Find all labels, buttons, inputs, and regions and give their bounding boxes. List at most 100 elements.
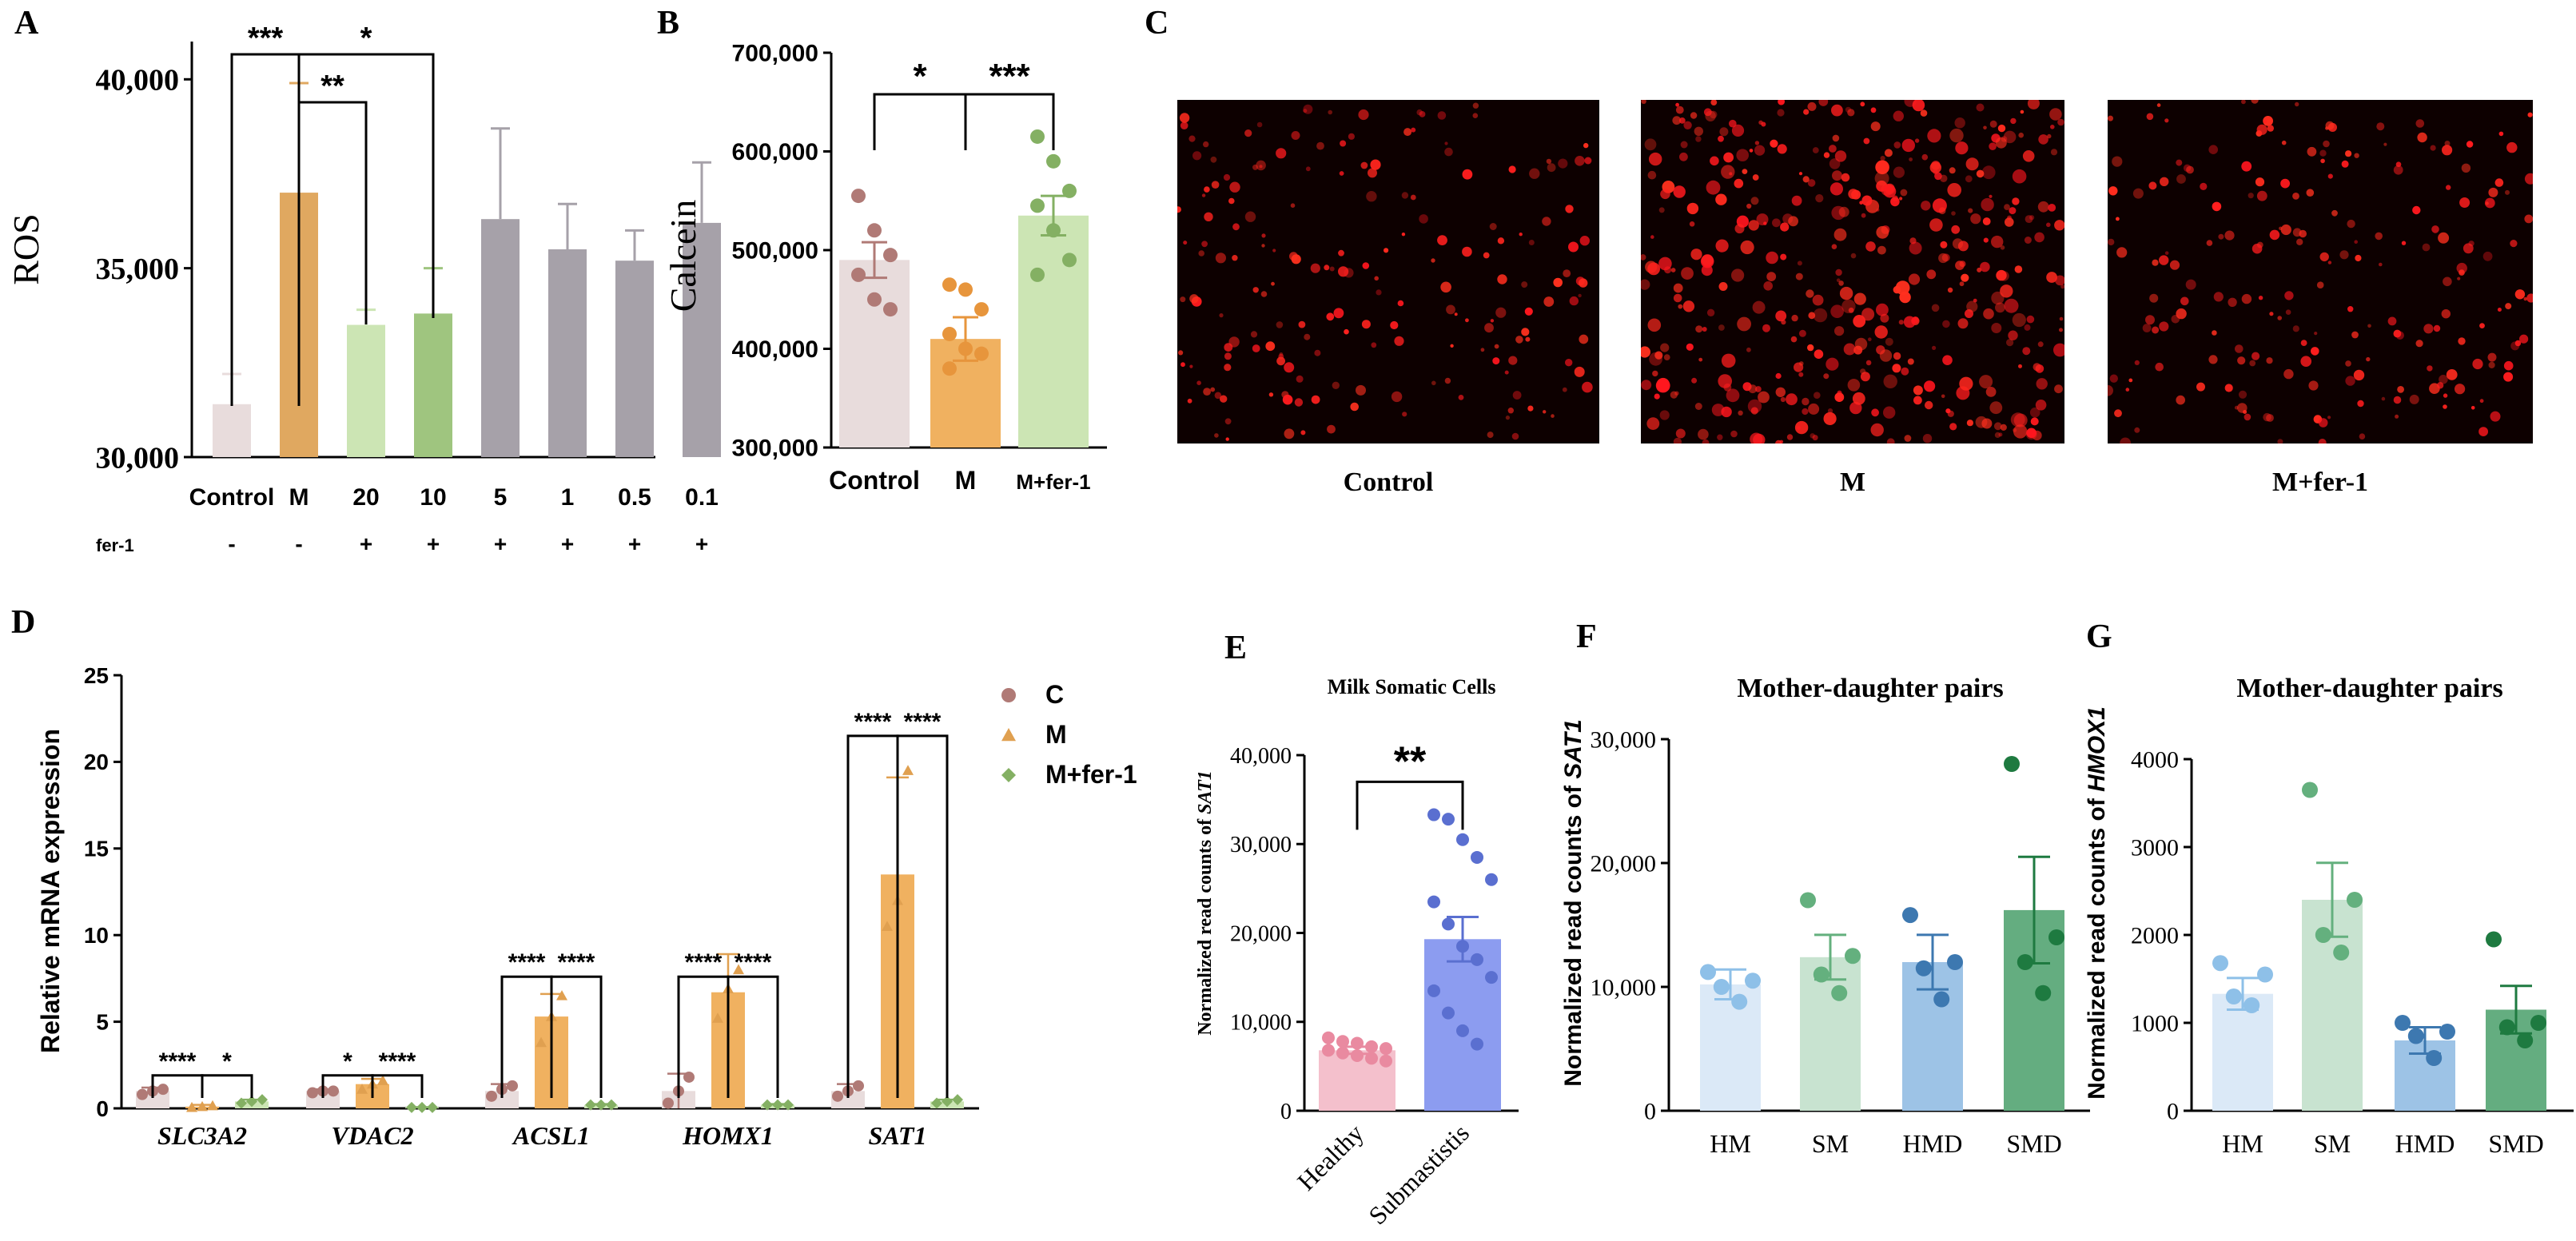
cell: [1329, 266, 1335, 272]
cell: [2526, 293, 2533, 303]
cell: [1966, 420, 1973, 427]
data-point: [307, 1087, 318, 1099]
cell: [2146, 113, 2154, 121]
cell: [1884, 149, 1893, 157]
data-point: [851, 189, 866, 204]
y-tick-label: 1000: [2131, 1011, 2179, 1037]
panel-title: Mother-daughter pairs: [1737, 674, 2003, 703]
legend-marker: [1001, 688, 1016, 702]
cell: [1189, 294, 1199, 304]
cell: [1802, 408, 1809, 416]
data-point: [486, 1090, 497, 1102]
y-tick-label: 2000: [2131, 923, 2179, 949]
cell: [1893, 352, 1901, 360]
cell: [1647, 318, 1662, 332]
cell: [1790, 336, 1798, 343]
cell: [1830, 304, 1844, 319]
data-point: [2035, 984, 2052, 1001]
data-point: [1442, 917, 1455, 931]
cell: [2401, 241, 2407, 245]
cell: [1528, 240, 1535, 245]
significance-bracket: [964, 93, 1055, 150]
cell: [1831, 104, 1843, 117]
cell: [2050, 149, 2058, 156]
cell: [2037, 341, 2044, 348]
cell: [1681, 267, 1694, 280]
cell: [1993, 422, 2002, 431]
cell: [1909, 157, 1913, 161]
cell: [1877, 245, 1886, 255]
cell: [2296, 238, 2303, 245]
cell: [2029, 215, 2035, 221]
y-tick-label: 10: [84, 923, 109, 948]
cell: [1641, 100, 1646, 104]
cell: [1344, 328, 1349, 335]
cell: [1715, 239, 1729, 253]
data-point: [246, 1096, 257, 1108]
cell: [2409, 394, 2419, 404]
cell: [1706, 308, 1715, 316]
cell: [2267, 125, 2274, 132]
cell: [1660, 189, 1670, 200]
cell: [1678, 117, 1686, 124]
cell: [1718, 282, 1728, 291]
cell: [2505, 303, 2512, 310]
cell: [1876, 225, 1889, 239]
fer-label: fer-1: [96, 535, 134, 555]
data-point: [1813, 966, 1829, 983]
cell: [1368, 168, 1377, 178]
cell: [2506, 141, 2518, 153]
cell: [2055, 275, 2064, 286]
data-point: [1062, 253, 1077, 268]
cell: [1754, 141, 1760, 145]
cell: [2048, 204, 2056, 212]
data-point: [1485, 873, 1498, 886]
cell: [1678, 304, 1683, 309]
cell: [2351, 331, 2359, 339]
cell: [1777, 144, 1787, 154]
cell: [1813, 308, 1828, 323]
cell: [1673, 293, 1682, 303]
cell: [2256, 190, 2267, 201]
cell: [1565, 359, 1573, 367]
cell: [1444, 377, 1451, 384]
cell: [1304, 333, 1311, 340]
data-point: [1365, 1040, 1378, 1053]
cell: [2285, 309, 2291, 316]
cell: [2488, 187, 2498, 197]
cell: [1276, 321, 1284, 328]
cell: [1880, 313, 1889, 323]
cell: [1775, 310, 1787, 322]
data-point: [1427, 984, 1440, 997]
cell: [1333, 308, 1344, 319]
cell: [2128, 378, 2133, 383]
cell: [1871, 408, 1879, 417]
y-tick-label: 30,000: [1230, 833, 1292, 857]
cell: [1883, 406, 1896, 419]
significance-label: *: [913, 57, 927, 96]
cell: [1660, 343, 1670, 352]
y-tick-label: 0: [1644, 1099, 1656, 1125]
data-point: [1442, 1006, 1455, 1020]
cell: [1940, 174, 1948, 182]
cell: [2514, 340, 2522, 347]
cell: [2456, 262, 2467, 274]
cell: [2000, 245, 2005, 250]
cell: [1976, 169, 1985, 178]
cell: [1829, 182, 1843, 196]
cell: [2022, 347, 2031, 356]
cell: [1926, 269, 1937, 280]
cell: [2034, 232, 2044, 243]
cell: [2461, 163, 2471, 173]
cell: [1419, 214, 1428, 224]
cell: [1673, 437, 1682, 443]
cell: [1900, 189, 1908, 197]
cell: [1737, 316, 1751, 332]
cell: [1437, 235, 1447, 245]
significance-label: ****: [854, 709, 892, 735]
image-label-m-fer1: M+fer-1: [2271, 467, 2369, 497]
cell: [1860, 368, 1866, 375]
y-axis-label: Normalized read counts of SAT1: [1560, 719, 1587, 1087]
y-axis-label: ROS: [6, 213, 46, 284]
cell: [1899, 197, 1903, 201]
